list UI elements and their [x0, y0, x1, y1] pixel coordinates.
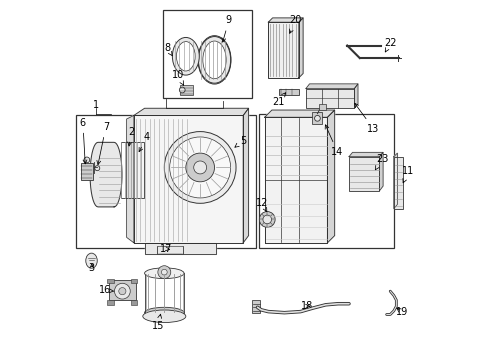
Bar [279, 89, 299, 95]
Bar [259, 114, 394, 248]
Polygon shape [349, 152, 383, 157]
Bar [131, 279, 137, 283]
Text: 19: 19 [395, 307, 408, 316]
Circle shape [115, 283, 130, 299]
Bar [252, 300, 260, 314]
Ellipse shape [145, 307, 184, 318]
Bar [76, 116, 256, 248]
Bar [157, 246, 183, 253]
Text: 12: 12 [256, 198, 269, 212]
Bar [81, 163, 93, 180]
Text: 23: 23 [375, 154, 388, 170]
Polygon shape [306, 84, 358, 89]
Text: 15: 15 [152, 314, 164, 331]
Bar [131, 301, 137, 305]
Text: 20: 20 [290, 15, 302, 33]
Ellipse shape [176, 41, 195, 71]
Text: 2: 2 [128, 127, 134, 146]
Polygon shape [134, 108, 248, 116]
Polygon shape [354, 84, 358, 108]
Bar [349, 157, 379, 191]
Polygon shape [90, 142, 122, 207]
Polygon shape [243, 108, 248, 243]
Circle shape [170, 137, 231, 198]
Polygon shape [269, 18, 303, 22]
Ellipse shape [145, 268, 184, 279]
Circle shape [263, 215, 271, 224]
Bar [107, 301, 114, 305]
Circle shape [158, 266, 171, 279]
Polygon shape [265, 110, 335, 117]
Text: 4: 4 [139, 132, 150, 152]
Text: 3: 3 [89, 263, 95, 273]
Circle shape [315, 116, 320, 121]
Circle shape [95, 166, 100, 171]
Polygon shape [265, 117, 327, 243]
Circle shape [194, 161, 207, 174]
Bar [121, 142, 144, 198]
Bar [107, 279, 114, 283]
Text: 18: 18 [300, 301, 313, 311]
Bar [313, 112, 322, 125]
Bar [394, 157, 403, 209]
Text: 11: 11 [402, 166, 414, 183]
Text: 13: 13 [355, 103, 380, 134]
Circle shape [84, 157, 90, 163]
Polygon shape [134, 116, 243, 243]
Ellipse shape [203, 41, 226, 79]
Text: 14: 14 [325, 125, 343, 157]
Polygon shape [379, 152, 383, 191]
Bar [163, 10, 252, 98]
Circle shape [164, 132, 236, 203]
Polygon shape [145, 243, 216, 253]
Text: 7: 7 [97, 122, 109, 165]
Circle shape [179, 87, 185, 93]
Bar [318, 104, 326, 110]
Text: 8: 8 [164, 43, 172, 56]
Text: 1: 1 [93, 100, 99, 110]
Bar [306, 89, 354, 108]
Ellipse shape [172, 37, 199, 75]
Text: 9: 9 [222, 15, 232, 42]
Circle shape [259, 212, 275, 227]
Ellipse shape [86, 253, 97, 268]
Polygon shape [299, 18, 303, 78]
Bar [180, 85, 194, 95]
Bar [269, 22, 299, 78]
Circle shape [186, 153, 215, 182]
Circle shape [119, 288, 126, 295]
Text: 10: 10 [172, 70, 184, 85]
Ellipse shape [198, 37, 231, 83]
Text: 21: 21 [272, 93, 286, 107]
Text: 17: 17 [160, 244, 172, 254]
Ellipse shape [143, 310, 186, 323]
Text: 5: 5 [235, 136, 246, 147]
Polygon shape [394, 153, 397, 209]
Text: 22: 22 [384, 38, 396, 52]
Polygon shape [126, 116, 134, 243]
Polygon shape [327, 110, 335, 243]
Bar [109, 280, 136, 300]
Text: 16: 16 [99, 285, 114, 296]
Circle shape [161, 269, 167, 275]
Text: 6: 6 [80, 118, 87, 164]
